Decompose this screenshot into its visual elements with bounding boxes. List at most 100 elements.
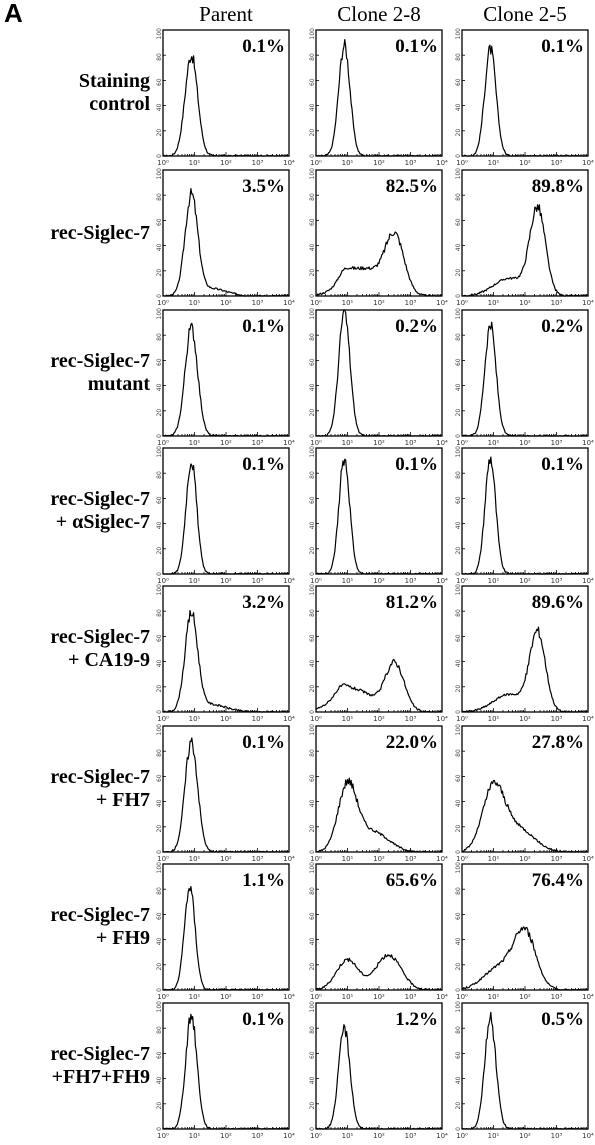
x-tick-label: 10³ xyxy=(551,299,563,307)
y-tick-label: 40 xyxy=(156,243,163,251)
y-tick-label: 20 xyxy=(156,129,163,137)
y-tick-label: 20 xyxy=(309,409,316,417)
y-tick-label: 0 xyxy=(455,1127,462,1131)
x-tick-label: 10² xyxy=(519,715,531,723)
y-tick-label: 100 xyxy=(309,168,316,180)
y-tick-label: 80 xyxy=(455,471,462,479)
y-tick-label: 0 xyxy=(455,988,462,992)
x-tick-label: 10⁴ xyxy=(436,855,448,863)
x-tick-label: 10² xyxy=(373,715,385,723)
histogram-trace xyxy=(315,231,443,297)
y-tick-label: 80 xyxy=(156,609,163,617)
percentage-label: 0.1% xyxy=(541,36,584,57)
histogram-trace xyxy=(461,321,589,437)
x-tick-label: 10⁰ xyxy=(157,715,169,723)
y-tick-label: 60 xyxy=(455,218,462,226)
x-tick-label: 10⁴ xyxy=(582,855,594,863)
y-tick-label: 100 xyxy=(156,862,163,874)
y-tick-label: 20 xyxy=(309,1102,316,1110)
y-tick-label: 20 xyxy=(309,963,316,971)
x-tick-label: 10³ xyxy=(252,715,264,723)
row-label-line: + CA19-9 xyxy=(68,649,150,671)
x-tick-label: 10⁴ xyxy=(283,855,295,863)
histogram-plot: 0 20 40 60 80 100 10⁰ 10¹ 10² 10³ 10⁴ 76.4% xyxy=(455,862,594,1001)
histogram-trace xyxy=(162,885,290,991)
y-tick-label: 40 xyxy=(455,937,462,945)
percentage-label: 89.6% xyxy=(532,592,584,613)
row-label-line: + αSiglec-7 xyxy=(55,511,150,533)
x-tick-label: 10³ xyxy=(405,993,417,1001)
histogram-trace xyxy=(315,658,443,713)
y-tick-label: 0 xyxy=(455,434,462,438)
x-tick-label: 10³ xyxy=(252,299,264,307)
y-tick-label: 0 xyxy=(156,572,163,576)
x-tick-label: 10¹ xyxy=(488,577,500,585)
y-tick-label: 40 xyxy=(309,521,316,529)
x-tick-label: 10⁴ xyxy=(283,1132,295,1140)
x-tick-label: 10² xyxy=(373,1132,385,1140)
x-tick-label: 10² xyxy=(519,299,531,307)
percentage-label: 0.1% xyxy=(395,454,438,475)
x-tick-label: 10³ xyxy=(551,159,563,167)
x-tick-label: 10¹ xyxy=(488,993,500,1001)
y-tick-label: 80 xyxy=(309,749,316,757)
histogram-plot: 0 20 40 60 80 100 10⁰ 10¹ 10² 10³ 10⁴ 0.1% xyxy=(309,28,448,167)
x-tick-label: 10¹ xyxy=(189,1132,201,1140)
x-tick-label: 10¹ xyxy=(342,715,354,723)
histogram-trace xyxy=(315,1024,443,1130)
y-tick-label: 0 xyxy=(309,1127,316,1131)
y-tick-label: 60 xyxy=(156,78,163,86)
x-tick-label: 10⁴ xyxy=(582,439,594,447)
y-tick-label: 0 xyxy=(156,294,163,298)
y-tick-label: 80 xyxy=(309,193,316,201)
x-tick-label: 10⁴ xyxy=(436,439,448,447)
y-tick-label: 60 xyxy=(455,1051,462,1059)
x-tick-label: 10³ xyxy=(405,855,417,863)
x-tick-label: 10⁰ xyxy=(456,299,468,307)
x-tick-label: 10⁴ xyxy=(283,993,295,1001)
y-tick-label: 60 xyxy=(156,496,163,504)
y-tick-label: 20 xyxy=(156,1102,163,1110)
x-tick-label: 10⁰ xyxy=(157,577,169,585)
row-label: rec-Siglec-7 xyxy=(0,222,150,245)
y-tick-label: 40 xyxy=(309,243,316,251)
x-tick-label: 10¹ xyxy=(189,439,201,447)
y-tick-label: 40 xyxy=(309,383,316,391)
x-tick-label: 10⁰ xyxy=(310,1132,322,1140)
x-tick-label: 10² xyxy=(373,299,385,307)
row-label-line: + FH7 xyxy=(95,789,150,811)
x-tick-label: 10² xyxy=(519,439,531,447)
x-tick-label: 10⁰ xyxy=(310,993,322,1001)
y-tick-label: 80 xyxy=(455,53,462,61)
row-label: rec-Siglec-7 + FH9 xyxy=(0,904,150,950)
y-tick-label: 40 xyxy=(455,659,462,667)
histogram-plot: 0 20 40 60 80 100 10⁰ 10¹ 10² 10³ 10⁴ 3.2% xyxy=(156,584,295,723)
y-tick-label: 20 xyxy=(309,269,316,277)
x-tick-label: 10¹ xyxy=(342,439,354,447)
x-tick-label: 10¹ xyxy=(488,159,500,167)
y-tick-label: 0 xyxy=(455,850,462,854)
x-tick-label: 10⁰ xyxy=(157,439,169,447)
y-tick-label: 80 xyxy=(455,1026,462,1034)
x-tick-label: 10² xyxy=(220,993,232,1001)
y-tick-label: 100 xyxy=(156,724,163,736)
x-tick-label: 10¹ xyxy=(488,855,500,863)
y-tick-label: 60 xyxy=(309,218,316,226)
y-tick-label: 60 xyxy=(156,634,163,642)
y-tick-label: 100 xyxy=(156,1001,163,1013)
y-tick-label: 0 xyxy=(156,1127,163,1131)
x-tick-label: 10⁰ xyxy=(310,439,322,447)
histogram-trace xyxy=(162,737,289,853)
row-label-line: Staining xyxy=(78,70,150,92)
column-header: Clone 2-5 xyxy=(483,2,567,26)
x-tick-label: 10³ xyxy=(551,439,563,447)
y-tick-label: 40 xyxy=(309,799,316,807)
histogram-plot: 0 20 40 60 80 100 10⁰ 10¹ 10² 10³ 10⁴ 65.6% xyxy=(309,862,448,1001)
y-tick-label: 100 xyxy=(156,584,163,596)
percentage-label: 0.1% xyxy=(242,316,285,337)
y-tick-label: 100 xyxy=(156,28,163,40)
histogram-trace xyxy=(461,204,589,297)
y-tick-label: 80 xyxy=(156,193,163,201)
y-tick-label: 40 xyxy=(156,103,163,111)
y-tick-label: 100 xyxy=(156,446,163,458)
